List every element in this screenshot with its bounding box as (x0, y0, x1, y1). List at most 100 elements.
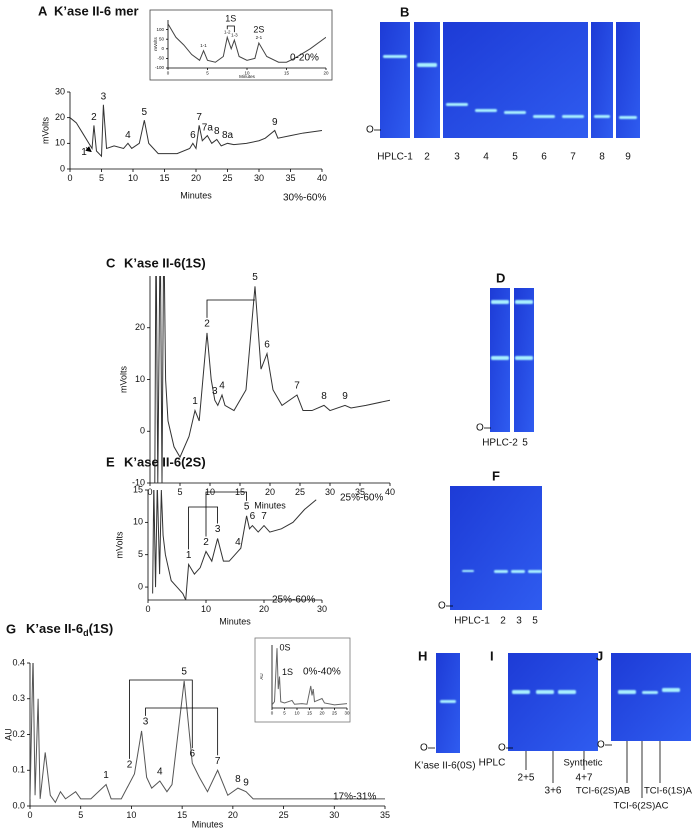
x-tick-label: 5 (78, 810, 83, 820)
y-tick-label: 50 (159, 36, 165, 41)
trace (152, 490, 317, 600)
x-tick-label: 30 (254, 173, 264, 183)
x-tick-label: 30 (329, 810, 339, 820)
lane-label: TCI-6(2S)AC (614, 801, 669, 812)
x-tick-label: 10 (126, 810, 136, 820)
y-axis-label: mVolts (118, 365, 128, 393)
gel-band (558, 690, 576, 694)
x-tick-label: 15 (307, 711, 313, 716)
x-axis-label: Minutes (180, 190, 212, 200)
y-tick-label: 0 (60, 163, 65, 173)
y-tick-label: 0.0 (12, 800, 25, 810)
gel-band (491, 300, 509, 304)
x-tick-label: 20 (323, 71, 329, 76)
lane-label: HPLC-1 (377, 152, 413, 163)
x-tick-label: 0 (145, 604, 150, 614)
gel-band (662, 688, 680, 692)
origin-label: O (476, 423, 484, 434)
inset-frame (254, 637, 351, 723)
lane-label: TCI-6(2S)AB (576, 786, 630, 797)
lane-label: 9 (625, 152, 631, 163)
bracket (206, 299, 255, 318)
peak-label: 2 (203, 537, 209, 548)
peak-label: 9 (243, 777, 249, 788)
x-tick-label: 10 (128, 173, 138, 183)
bracket (205, 491, 248, 537)
panel-letter: I (490, 648, 494, 663)
gel-band (475, 109, 497, 112)
title-part: d (83, 628, 89, 638)
panel-letter: D (496, 270, 505, 285)
lane-label: 3+6 (545, 786, 562, 797)
peak-label: 7 (196, 112, 202, 123)
y-axis-label: AU (3, 728, 13, 741)
origin-label: O (597, 740, 605, 751)
arrow (85, 146, 92, 153)
lane-label: 3 (454, 152, 460, 163)
peak-label: 7a (202, 122, 214, 133)
lane-label: 8 (599, 152, 605, 163)
lane-label: HPLC-1 (454, 616, 490, 627)
gradient-label: 25%-60% (272, 595, 315, 606)
peak-label: 9 (272, 117, 278, 128)
y-tick-label: 10 (55, 138, 65, 148)
origin-label: O (420, 743, 428, 754)
peak-label: 9 (342, 391, 348, 402)
lane-label: 7 (570, 152, 576, 163)
bracket (145, 707, 219, 756)
peak-label: 6 (190, 130, 196, 141)
y-tick-label: 0 (140, 426, 145, 436)
peak-label: 1-3 (231, 32, 238, 37)
peak-label: 8 (235, 774, 241, 785)
bracket (129, 679, 193, 759)
peak-label: 1S (282, 667, 293, 677)
peak-label: 6 (190, 749, 196, 760)
lane-label: K’ase II-6(0S) (414, 761, 475, 772)
x-tick-label: 30 (344, 711, 350, 716)
panel-letter: H (418, 648, 427, 663)
y-axis-label: mVolts (114, 531, 124, 559)
y-tick-label: -50 (157, 56, 164, 61)
gel-strip (508, 653, 598, 751)
x-tick-label: 10 (244, 71, 250, 76)
y-tick-label: 5 (138, 549, 143, 559)
peak-label: 7 (215, 756, 221, 767)
y-tick-label: 0.2 (12, 729, 25, 739)
gradient-label: 17%-31% (333, 792, 376, 803)
peak-label: 5 (181, 667, 187, 678)
gel-strip (450, 486, 542, 610)
trace (30, 663, 385, 804)
x-axis-label: Minutes (254, 500, 286, 510)
x-tick-label: 30 (325, 487, 335, 497)
panel-title: K’ase II-6 mer (54, 3, 139, 18)
y-axis-label: mVolts (153, 37, 158, 51)
x-tick-label: 0 (147, 487, 152, 497)
x-tick-label: 35 (285, 173, 295, 183)
peak-label: 4 (219, 381, 225, 392)
y-tick-label: -10 (132, 477, 145, 487)
lane-label: 2 (500, 616, 506, 627)
gel-band (515, 356, 533, 360)
x-tick-label: 15 (177, 810, 187, 820)
gel-strip (611, 653, 691, 741)
gel-band (446, 103, 468, 106)
title-part: (1S) (89, 621, 114, 636)
trace (70, 104, 322, 158)
title-part: K’ase II-6 (26, 621, 83, 636)
y-tick-label: 20 (55, 112, 65, 122)
peak-label: 0S (279, 643, 290, 653)
peak-label: 7 (261, 511, 267, 522)
gel-band (491, 356, 509, 360)
x-tick-label: 35 (355, 487, 365, 497)
peak-label: 4 (157, 767, 163, 778)
x-tick-label: 20 (265, 487, 275, 497)
gel-strip (616, 22, 640, 138)
gel-band (417, 63, 437, 67)
lane-label: 4+7 (576, 773, 593, 784)
panel-letter: F (492, 468, 500, 483)
peak-label: 5 (142, 107, 148, 118)
x-tick-label: 25 (295, 487, 305, 497)
x-tick-label: 25 (279, 810, 289, 820)
gel-band (594, 115, 610, 118)
